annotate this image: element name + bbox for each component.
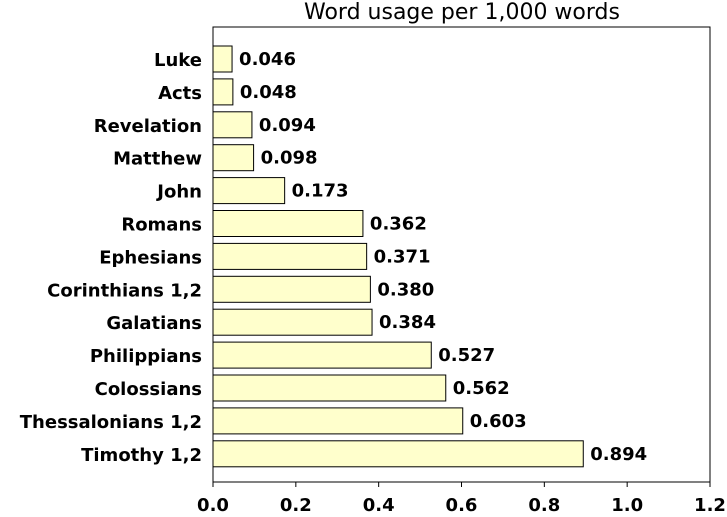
bar (212, 275, 371, 303)
category-label: Timothy 1,2 (81, 445, 202, 466)
category-label: Colossians (95, 379, 202, 400)
value-label: 0.098 (261, 148, 318, 169)
category-label: Thessalonians 1,2 (20, 412, 202, 433)
value-label: 0.384 (379, 312, 436, 333)
value-label: 0.094 (259, 115, 316, 136)
category-label: Philippians (90, 346, 202, 367)
bar (212, 45, 233, 73)
value-label: 0.048 (240, 82, 297, 103)
bar (212, 177, 286, 205)
value-label: 0.362 (370, 214, 427, 235)
bar (212, 341, 432, 369)
category-label: Romans (121, 215, 202, 236)
category-label: Galatians (106, 313, 202, 334)
chart-title: Word usage per 1,000 words (304, 0, 620, 25)
value-label: 0.527 (438, 345, 495, 366)
x-tick-label: 1.0 (611, 495, 643, 516)
bar (212, 374, 447, 402)
x-tick-label: 0.0 (197, 495, 229, 516)
value-label: 0.046 (239, 49, 296, 70)
bar (212, 78, 234, 106)
category-label: Matthew (113, 149, 202, 170)
x-tick-label: 0.4 (363, 495, 395, 516)
value-label: 0.173 (292, 181, 349, 202)
category-label: Ephesians (99, 247, 202, 268)
category-label: Revelation (94, 116, 202, 137)
bar (212, 242, 368, 270)
bar (212, 308, 373, 336)
bar (212, 210, 364, 237)
value-label: 0.371 (374, 246, 431, 267)
value-label: 0.603 (470, 411, 527, 432)
bar (212, 440, 584, 468)
category-label: Acts (158, 83, 202, 104)
x-tick-label: 1.2 (694, 495, 726, 516)
value-label: 0.562 (453, 378, 510, 399)
category-label: Luke (154, 50, 202, 71)
x-tick-label: 0.2 (280, 495, 312, 516)
bar (212, 144, 255, 172)
category-label: John (155, 182, 202, 203)
category-label: Corinthians 1,2 (47, 280, 202, 301)
x-tick-label: 0.6 (446, 495, 478, 516)
value-label: 0.380 (377, 279, 434, 300)
x-tick-label: 0.8 (528, 495, 560, 516)
value-label: 0.894 (590, 444, 647, 465)
bar (212, 407, 464, 435)
bar (212, 111, 253, 139)
